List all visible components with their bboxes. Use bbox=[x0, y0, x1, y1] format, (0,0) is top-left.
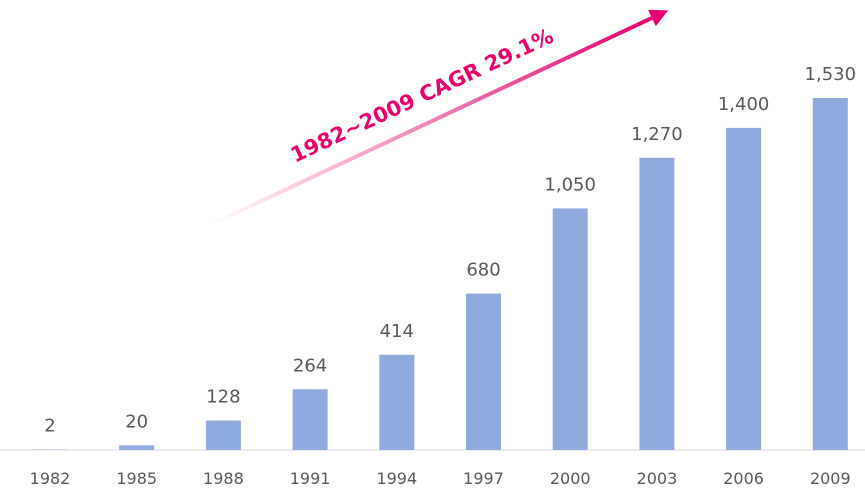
x-tick-label: 1994 bbox=[376, 469, 417, 488]
annotation: 1982~2009 CAGR 29.1% bbox=[287, 24, 557, 167]
x-tick-label: 1988 bbox=[203, 469, 244, 488]
bar bbox=[466, 293, 501, 450]
x-tick-label: 2003 bbox=[637, 469, 678, 488]
x-tick-label: 1991 bbox=[290, 469, 331, 488]
bar bbox=[292, 389, 328, 450]
value-label: 1,050 bbox=[544, 174, 596, 195]
value-label: 1,270 bbox=[631, 124, 683, 145]
value-label: 1,530 bbox=[805, 64, 857, 85]
cagr-arrow bbox=[209, 9, 669, 227]
value-label: 414 bbox=[380, 321, 414, 342]
x-tick-label: 2009 bbox=[810, 469, 851, 488]
value-label: 20 bbox=[125, 411, 148, 432]
value-label: 264 bbox=[293, 355, 327, 376]
x-tick-label: 1982 bbox=[30, 469, 71, 488]
bar bbox=[379, 354, 415, 450]
bar bbox=[639, 157, 675, 450]
x-tick-label: 1997 bbox=[463, 469, 504, 488]
x-tick-label: 1985 bbox=[116, 469, 157, 488]
bar bbox=[552, 208, 588, 450]
x-tick-label: 2006 bbox=[723, 469, 764, 488]
value-label: 128 bbox=[206, 387, 240, 408]
bar bbox=[119, 445, 155, 450]
value-label: 1,400 bbox=[718, 94, 770, 115]
value-label: 680 bbox=[466, 260, 500, 281]
bar bbox=[726, 127, 762, 450]
value-label: 2 bbox=[44, 416, 55, 437]
bar bbox=[812, 98, 848, 450]
x-tick-label: 2000 bbox=[550, 469, 591, 488]
bar bbox=[205, 420, 241, 450]
